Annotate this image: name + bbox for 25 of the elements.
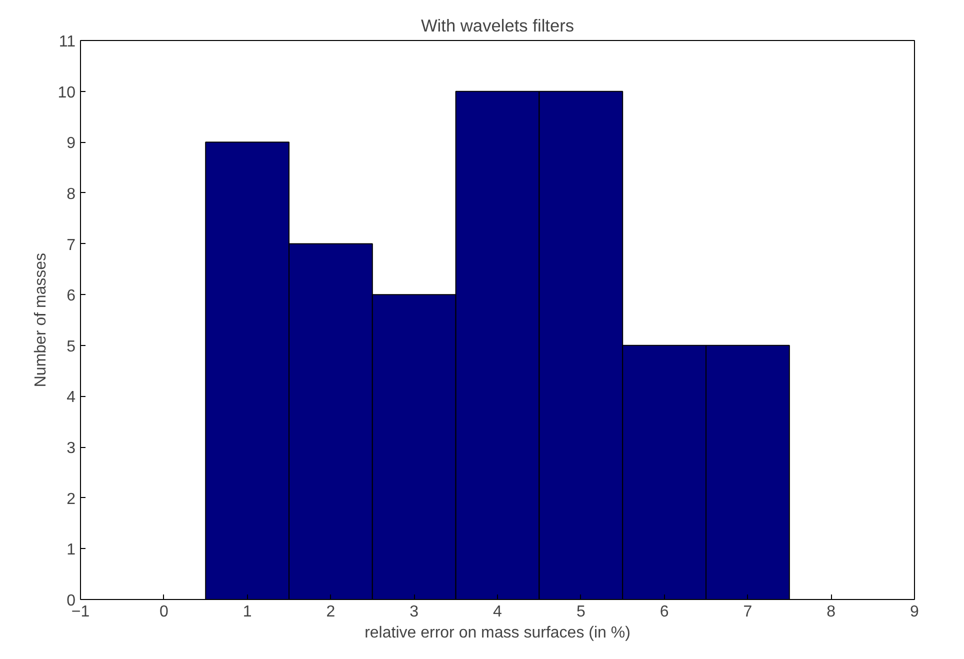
y-tick-label: 8 xyxy=(66,186,76,203)
y-tick-label: 2 xyxy=(66,490,76,508)
x-tick-label: 8 xyxy=(826,604,836,620)
x-tick-label: 7 xyxy=(743,604,752,620)
x-tick-label: 9 xyxy=(910,604,920,620)
y-tick-label: 11 xyxy=(58,34,76,50)
y-axis-title: Number of masses xyxy=(32,252,50,388)
y-tick-label: 9 xyxy=(66,135,76,152)
chart-title: With wavelets filters xyxy=(420,16,574,36)
y-tick-label: 7 xyxy=(66,236,76,254)
y-tick-label: 6 xyxy=(66,288,76,305)
y-tick-label: 10 xyxy=(58,84,76,102)
x-tick-label: 3 xyxy=(410,604,419,620)
x-tick-label: 4 xyxy=(493,604,502,620)
y-tick-label: 1 xyxy=(66,542,76,559)
x-tick-label: 2 xyxy=(326,604,336,620)
x-tick-label: 0 xyxy=(159,604,168,620)
x-axis-title: relative error on mass surfaces (in %) xyxy=(364,624,630,642)
y-tick-label: 3 xyxy=(66,440,76,458)
x-tick-label: 5 xyxy=(576,604,586,620)
x-tick-label: 1 xyxy=(242,604,252,620)
x-tick-label: 6 xyxy=(660,604,669,620)
y-tick-label: 0 xyxy=(66,592,76,610)
y-tick-label: 5 xyxy=(66,338,76,356)
y-tick-label: 4 xyxy=(66,389,76,406)
